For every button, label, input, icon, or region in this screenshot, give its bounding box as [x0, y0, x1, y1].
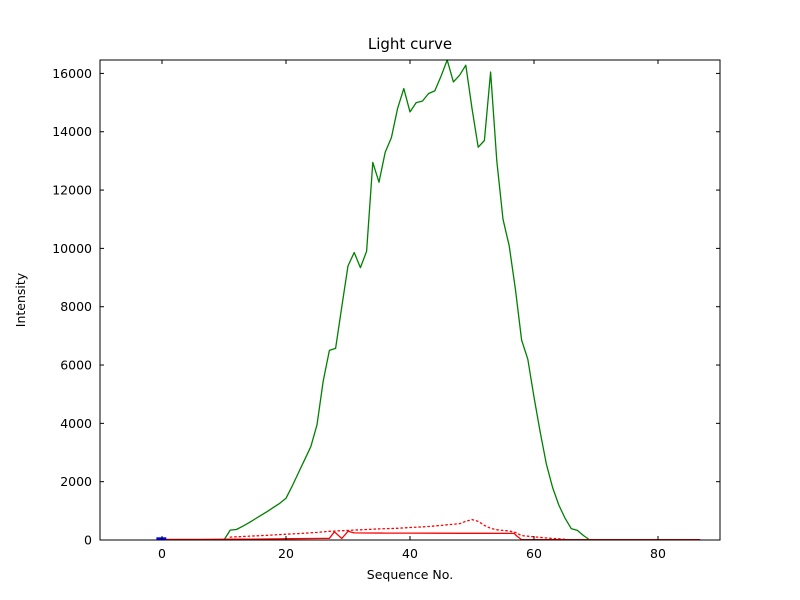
y-tick-label: 2000 [60, 474, 92, 489]
x-tick-label: 0 [158, 546, 166, 561]
x-tick-label: 40 [402, 546, 418, 561]
x-tick-label: 20 [278, 546, 294, 561]
red-dotted-line [229, 518, 566, 540]
y-tick-label: 0 [84, 533, 92, 548]
y-tick-label: 14000 [52, 124, 92, 139]
y-tick-label: 6000 [60, 358, 92, 373]
y-tick-label: 4000 [60, 416, 92, 431]
y-tick-label: 16000 [52, 66, 92, 81]
x-axis-label: Sequence No. [367, 567, 453, 582]
green-line [223, 59, 591, 541]
y-tick-label: 8000 [60, 299, 92, 314]
x-tick-label: 60 [526, 546, 542, 561]
y-tick-label: 10000 [52, 241, 92, 256]
x-tick-label: 80 [650, 546, 666, 561]
chart-title: Light curve [368, 35, 452, 53]
y-axis-label: Intensity [13, 272, 28, 327]
y-tick-label: 12000 [52, 183, 92, 198]
